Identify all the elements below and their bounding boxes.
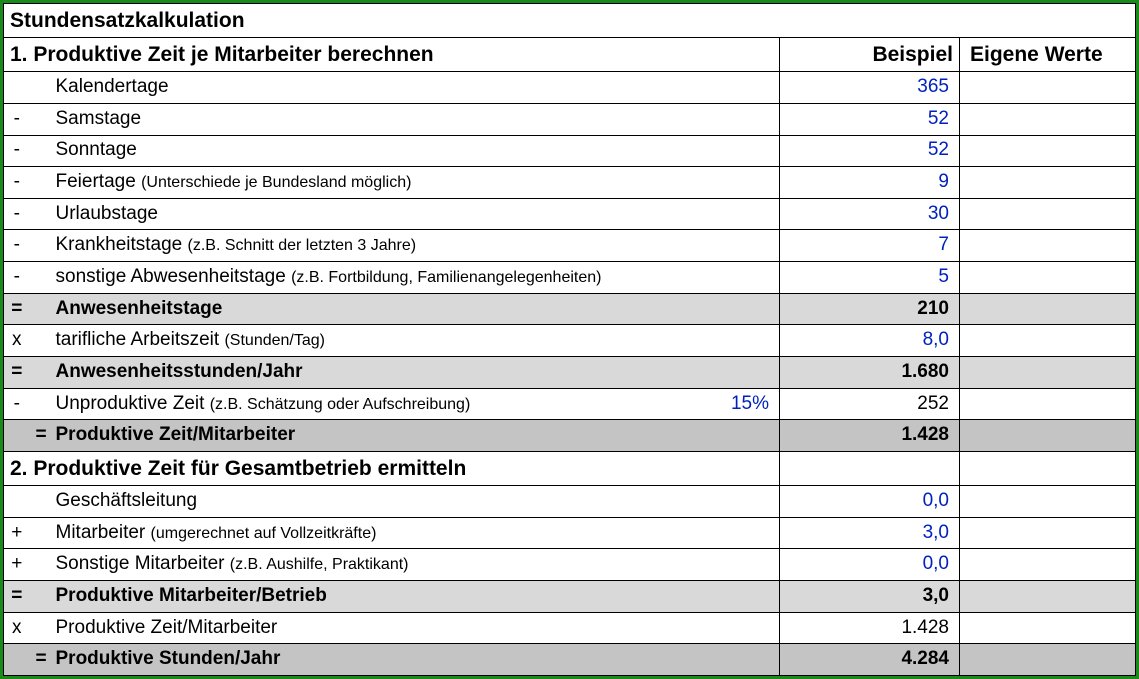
row-kalendertage: Kalendertage 365 [4,72,1136,104]
row-sonstige-mitarbeiter: + Sonstige Mitarbeiter (z.B. Aushilfe, P… [4,549,1136,581]
col-header-example: Beispiel [780,38,960,72]
row-op [4,72,30,104]
calc-sheet: Stundensatzkalkulation 1. Produktive Zei… [0,0,1139,679]
row-produktive-stunden-jahr: = Produktive Stunden/Jahr 4.284 [4,644,1136,676]
calc-table: Stundensatzkalkulation 1. Produktive Zei… [3,3,1136,676]
row-anwesenheitstage: = Anwesenheitstage 210 [4,293,1136,325]
row-urlaubstage: - Urlaubstage 30 [4,198,1136,230]
title-row: Stundensatzkalkulation [4,4,1136,38]
row-produktive-zeit-ma: = Produktive Zeit/Mitarbeiter 1.428 [4,420,1136,452]
row-anwesenheitsstunden: = Anwesenheitsstunden/Jahr 1.680 [4,356,1136,388]
section1-title: 1. Produktive Zeit je Mitarbeiter berech… [4,38,780,72]
row-geschaeftsleitung: Geschäftsleitung 0,0 [4,486,1136,518]
section1-header: 1. Produktive Zeit je Mitarbeiter berech… [4,38,1136,72]
row-mitarbeiter: + Mitarbeiter (umgerechnet auf Vollzeitk… [4,517,1136,549]
row-krankheitstage: - Krankheitstage (z.B. Schnitt der letzt… [4,230,1136,262]
sheet-title: Stundensatzkalkulation [4,4,1136,38]
col-header-own: Eigene Werte [960,38,1136,72]
row-produktive-mitarbeiter: = Produktive Mitarbeiter/Betrieb 3,0 [4,580,1136,612]
row-label: Kalendertage [50,72,690,104]
row-tarifliche-arbeitszeit: x tarifliche Arbeitszeit (Stunden/Tag) 8… [4,325,1136,357]
row-unproduktive-zeit: - Unproduktive Zeit (z.B. Schätzung oder… [4,388,1136,420]
row-own[interactable] [960,72,1136,104]
row-prod-zeit-ma2: x Produktive Zeit/Mitarbeiter 1.428 [4,612,1136,644]
row-percent[interactable]: 15% [690,388,780,420]
row-example[interactable]: 365 [780,72,960,104]
section2-header: 2. Produktive Zeit für Gesamtbetrieb erm… [4,451,1136,485]
section2-title: 2. Produktive Zeit für Gesamtbetrieb erm… [4,451,780,485]
row-sonntage: - Sonntage 52 [4,135,1136,167]
row-feiertage: - Feiertage (Unterschiede je Bundesland … [4,167,1136,199]
row-sonstige-abwesenheit: - sonstige Abwesenheitstage (z.B. Fortbi… [4,262,1136,294]
row-samstage: - Samstage 52 [4,103,1136,135]
